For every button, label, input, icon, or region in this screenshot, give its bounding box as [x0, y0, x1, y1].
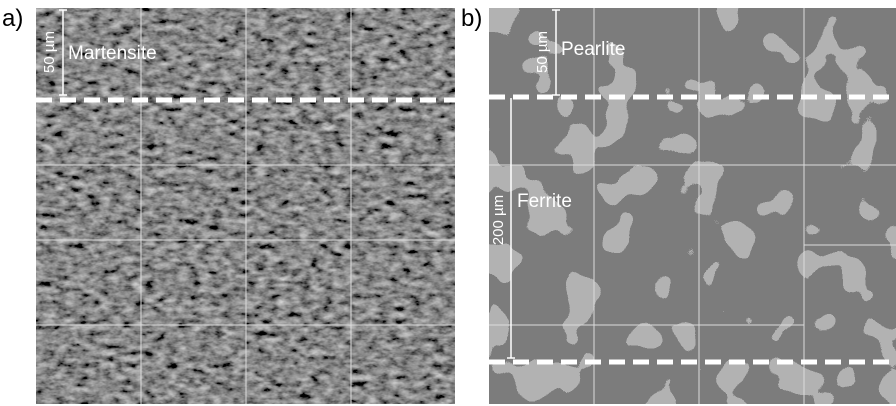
figure: 50 µm Martensite a) 50 µm Pearlite 200 µ… [0, 0, 896, 406]
scale-label: 50 µm [534, 31, 551, 73]
scale-label: 50 µm [41, 31, 58, 73]
phase-label: Pearlite [561, 39, 625, 60]
phase-label: Martensite [68, 43, 157, 64]
phase-label: Ferrite [517, 191, 572, 212]
panel-a: 50 µm Martensite a) [2, 5, 455, 404]
scale-label: 200 µm [490, 195, 507, 245]
panel-label: b) [461, 5, 482, 32]
panel-b: 50 µm Pearlite 200 µm Ferrite b) [461, 5, 896, 404]
panel-label: a) [2, 5, 23, 32]
